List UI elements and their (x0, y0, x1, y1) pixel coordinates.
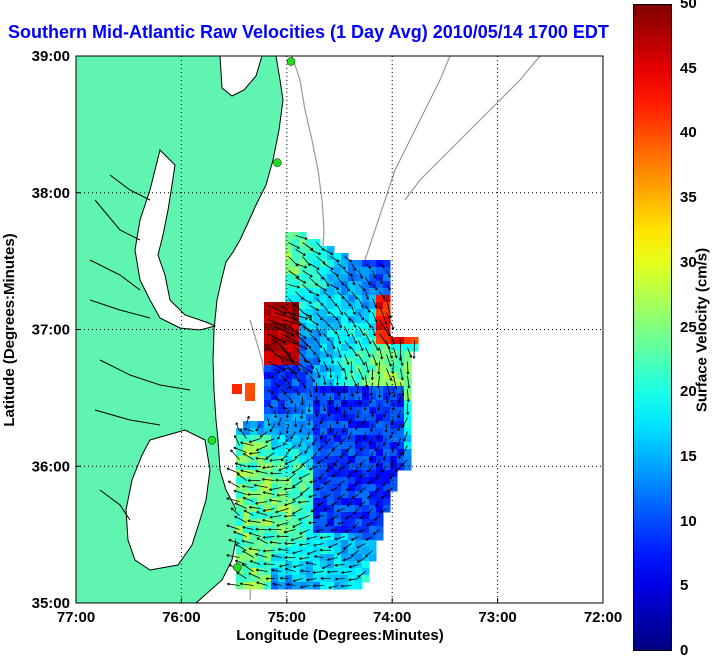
velocity-vectors (226, 235, 416, 589)
x-axis-label: Longitude (Degrees:Minutes) (236, 627, 444, 644)
radar-station-marker (207, 436, 217, 445)
land-mass (76, 56, 284, 603)
x-axis-ticks: 77:00 76:00 75:00 74:00 73:00 72:00 (57, 598, 622, 626)
colorbar-tick-label: 40 (680, 124, 697, 142)
x-tick-label: 73:00 (478, 609, 516, 626)
y-tick-label: 36:00 (32, 458, 70, 475)
x-tick-label: 75:00 (268, 609, 306, 626)
colorbar-label: Surface Velocity (cm/s) (693, 247, 711, 413)
y-axis-label: Latitude (Degrees:Minutes) (1, 233, 18, 426)
colorbar-tick-label: 0 (680, 642, 689, 659)
y-tick-label: 38:00 (32, 185, 70, 202)
colorbar-tick-label: 50 (680, 0, 697, 12)
colorbar-tick-label: 25 (680, 318, 697, 336)
colorbar-tick-label: 35 (680, 189, 697, 207)
colorbar-tick-label: 5 (680, 577, 689, 595)
x-tick-label: 77:00 (57, 609, 95, 626)
colorbar-tick-label: 10 (680, 512, 697, 530)
colorbar-tick-label: 30 (680, 253, 697, 271)
radar-station-marker (233, 563, 242, 572)
map-title: Southern Mid-Atlantic Raw Velocities (1 … (8, 22, 609, 42)
pamlico-sound (125, 429, 211, 571)
y-axis-ticks: 39:00 38:00 37:00 36:00 35:00 (32, 48, 81, 612)
colorbar-tick-label: 20 (680, 383, 697, 401)
chesapeake-bay (134, 149, 217, 331)
radar-station-marker (273, 158, 282, 167)
delaware-bay (219, 56, 263, 97)
x-tick-label: 72:00 (584, 609, 622, 626)
color-scale-bar (633, 4, 672, 651)
colorbar-tick-label: 45 (680, 59, 697, 77)
radar-station-marker (286, 57, 296, 66)
colorbar-tick-label: 15 (680, 447, 697, 465)
y-tick-label: 39:00 (32, 48, 70, 65)
y-tick-label: 37:00 (32, 322, 70, 339)
x-tick-label: 74:00 (373, 609, 411, 626)
radar-stations (207, 57, 296, 572)
y-tick-label: 35:00 (32, 595, 70, 612)
river-lines (89, 174, 191, 521)
x-tick-label: 76:00 (162, 609, 200, 626)
